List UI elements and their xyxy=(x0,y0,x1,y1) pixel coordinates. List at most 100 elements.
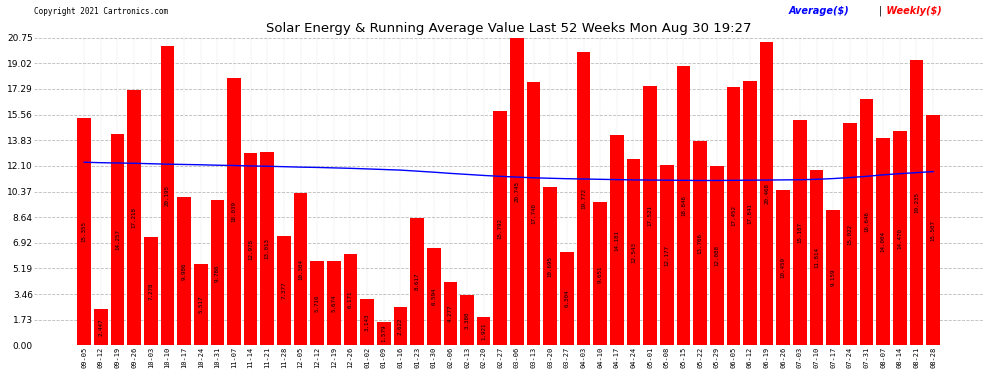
Bar xyxy=(676,66,690,345)
Bar xyxy=(693,141,707,345)
Bar xyxy=(277,236,291,345)
Bar xyxy=(394,306,407,345)
Bar xyxy=(77,118,91,345)
Bar xyxy=(610,135,624,345)
Bar xyxy=(360,299,374,345)
Bar xyxy=(727,87,741,345)
Bar xyxy=(527,82,541,345)
Bar xyxy=(577,52,590,345)
Text: 18.846: 18.846 xyxy=(681,195,686,216)
Text: 5.674: 5.674 xyxy=(332,295,337,312)
Title: Solar Energy & Running Average Value Last 52 Weeks Mon Aug 30 19:27: Solar Energy & Running Average Value Las… xyxy=(266,22,751,35)
Text: 15.792: 15.792 xyxy=(498,218,503,239)
Text: 12.978: 12.978 xyxy=(248,238,253,260)
Text: 20.468: 20.468 xyxy=(764,183,769,204)
Text: 1.579: 1.579 xyxy=(381,325,386,342)
Text: 7.377: 7.377 xyxy=(281,282,286,300)
Text: 11.814: 11.814 xyxy=(814,247,819,268)
Bar xyxy=(627,159,641,345)
Text: 19.235: 19.235 xyxy=(914,192,919,213)
Bar xyxy=(544,187,557,345)
Text: 12.177: 12.177 xyxy=(664,244,669,266)
Text: Average($): Average($) xyxy=(789,6,849,16)
Text: 1.921: 1.921 xyxy=(481,322,486,340)
Bar xyxy=(710,166,724,345)
Bar xyxy=(260,152,274,345)
Bar xyxy=(427,248,441,345)
Bar xyxy=(477,317,490,345)
Text: 12.088: 12.088 xyxy=(714,245,719,266)
Bar xyxy=(893,131,907,345)
Bar xyxy=(927,116,940,345)
Bar xyxy=(560,252,574,345)
Bar xyxy=(743,81,756,345)
Text: 14.181: 14.181 xyxy=(615,230,620,251)
Bar xyxy=(493,111,507,345)
Text: 20.745: 20.745 xyxy=(515,181,520,202)
Bar xyxy=(111,134,125,345)
Bar xyxy=(294,193,307,345)
Bar xyxy=(827,210,841,345)
Text: 3.143: 3.143 xyxy=(364,314,369,331)
Text: 7.278: 7.278 xyxy=(148,283,153,300)
Text: 6.594: 6.594 xyxy=(432,288,437,305)
Text: 14.004: 14.004 xyxy=(881,231,886,252)
Bar xyxy=(859,99,873,345)
Bar xyxy=(793,120,807,345)
Bar xyxy=(460,295,474,345)
Text: 15.507: 15.507 xyxy=(931,220,936,241)
Bar xyxy=(211,200,224,345)
Bar xyxy=(377,322,391,345)
Bar xyxy=(810,170,824,345)
Bar xyxy=(510,38,524,345)
Bar xyxy=(160,46,174,345)
Bar xyxy=(194,264,208,345)
Text: 4.277: 4.277 xyxy=(447,305,452,322)
Bar xyxy=(311,261,324,345)
Text: 9.786: 9.786 xyxy=(215,264,220,282)
Text: 6.304: 6.304 xyxy=(564,290,569,308)
Text: 2.447: 2.447 xyxy=(98,318,103,336)
Bar xyxy=(660,165,673,345)
Bar xyxy=(177,197,191,345)
Text: 12.543: 12.543 xyxy=(631,242,636,263)
Text: 17.841: 17.841 xyxy=(747,202,752,223)
Text: 9.986: 9.986 xyxy=(181,262,186,280)
Bar xyxy=(876,138,890,345)
Text: 18.039: 18.039 xyxy=(232,201,237,222)
Text: 15.022: 15.022 xyxy=(847,224,852,245)
Bar xyxy=(227,78,241,345)
Text: 17.452: 17.452 xyxy=(731,206,736,226)
Text: 17.218: 17.218 xyxy=(132,207,137,228)
Text: 10.304: 10.304 xyxy=(298,258,303,279)
Text: 2.622: 2.622 xyxy=(398,317,403,335)
Text: 9.159: 9.159 xyxy=(831,269,836,286)
Text: 17.740: 17.740 xyxy=(531,203,537,224)
Text: 14.470: 14.470 xyxy=(897,228,902,249)
Text: 10.459: 10.459 xyxy=(781,257,786,278)
Bar xyxy=(410,217,424,345)
Text: 15.355: 15.355 xyxy=(81,221,87,242)
Bar xyxy=(144,237,157,345)
Bar xyxy=(843,123,856,345)
Text: 9.651: 9.651 xyxy=(598,265,603,283)
Bar xyxy=(776,190,790,345)
Text: |: | xyxy=(879,6,882,16)
Bar xyxy=(344,254,357,345)
Bar xyxy=(444,282,457,345)
Text: Weekly($): Weekly($) xyxy=(883,6,942,16)
Text: 6.171: 6.171 xyxy=(348,291,353,308)
Bar xyxy=(593,202,607,345)
Bar xyxy=(327,261,341,345)
Text: 3.380: 3.380 xyxy=(464,312,469,329)
Text: 10.695: 10.695 xyxy=(547,256,552,277)
Text: 14.257: 14.257 xyxy=(115,229,120,250)
Text: 8.617: 8.617 xyxy=(415,273,420,290)
Bar xyxy=(244,153,257,345)
Text: 13.013: 13.013 xyxy=(264,238,269,260)
Text: 5.517: 5.517 xyxy=(198,296,203,313)
Text: 17.521: 17.521 xyxy=(647,205,652,226)
Text: 15.187: 15.187 xyxy=(797,222,803,243)
Bar xyxy=(128,90,141,345)
Text: Copyright 2021 Cartronics.com: Copyright 2021 Cartronics.com xyxy=(35,7,168,16)
